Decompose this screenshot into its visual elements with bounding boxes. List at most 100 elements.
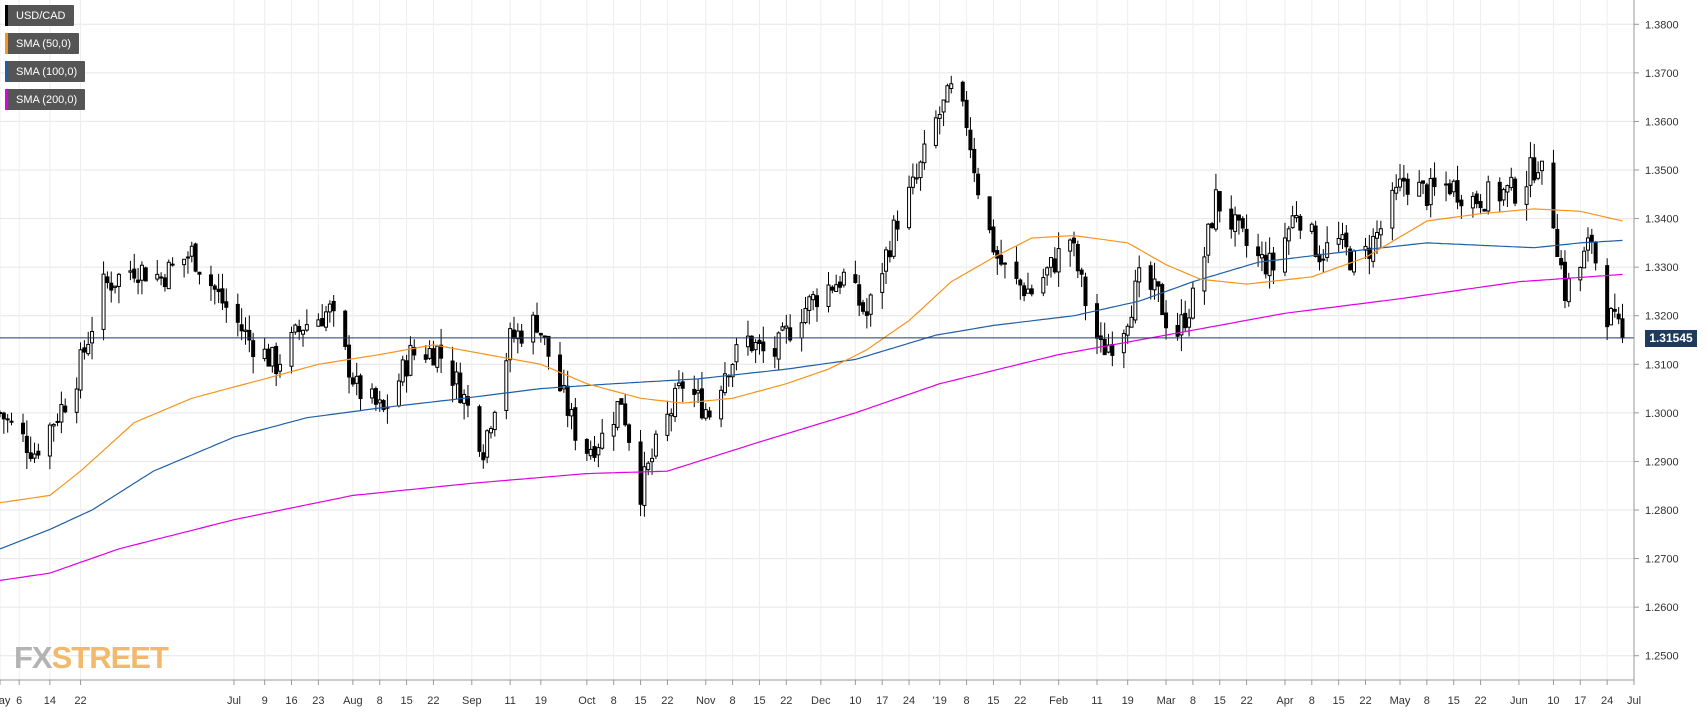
candle-body xyxy=(1336,237,1341,245)
candle-body xyxy=(1148,265,1153,290)
candle-body xyxy=(109,282,114,291)
y-tick-label: 1.2900 xyxy=(1645,456,1679,468)
candle-body xyxy=(343,310,348,347)
candle-body xyxy=(28,452,33,459)
candle-body xyxy=(1539,160,1544,172)
x-tick-label: May xyxy=(0,695,11,707)
sma50-line xyxy=(0,208,1623,504)
candle-body xyxy=(170,263,175,266)
x-tick-label: 6 xyxy=(16,695,22,707)
grid-lines xyxy=(0,0,1635,680)
candle-body xyxy=(197,271,202,275)
candle-body xyxy=(508,328,513,361)
candle-body xyxy=(676,382,681,387)
candle-body xyxy=(1025,288,1030,294)
candle-body xyxy=(1363,245,1368,251)
candle-body xyxy=(1447,183,1452,195)
legend-item-sma200[interactable]: SMA (200,0) xyxy=(5,89,86,110)
x-tick-label: Aug xyxy=(343,695,363,707)
candle-body xyxy=(504,360,509,412)
x-tick-label: 19 xyxy=(535,695,547,707)
candle-body xyxy=(9,420,14,423)
candle-body xyxy=(82,347,87,353)
legend-item-sma50[interactable]: SMA (50,0) xyxy=(5,33,80,54)
candle-body xyxy=(1620,318,1625,339)
candle-body xyxy=(937,113,942,119)
candle-body xyxy=(1470,195,1475,209)
candle-body xyxy=(600,432,605,449)
candle-body xyxy=(515,330,520,340)
sma100-line xyxy=(0,239,1623,550)
candle-body xyxy=(454,371,459,385)
candle-body xyxy=(239,324,244,332)
candle-body xyxy=(784,325,789,329)
candle-body xyxy=(51,423,56,427)
candle-body xyxy=(780,326,785,331)
candle-body xyxy=(891,219,896,257)
candle-body xyxy=(1018,279,1023,286)
candle-body xyxy=(788,327,793,341)
x-tick-label: 11 xyxy=(504,695,515,707)
candle-body xyxy=(642,466,647,506)
candle-body xyxy=(1233,214,1238,232)
candle-body xyxy=(1612,308,1617,312)
fxstreet-logo: FXSTREET xyxy=(14,640,169,676)
candle-body xyxy=(381,400,386,411)
candle-body xyxy=(113,285,118,288)
candle-body xyxy=(1286,228,1291,242)
candle-body xyxy=(439,344,444,359)
candle-body xyxy=(830,286,835,291)
candle-body xyxy=(24,435,29,454)
x-tick-label: 24 xyxy=(903,695,915,707)
candle-body xyxy=(1298,215,1303,231)
candle-body xyxy=(596,447,601,456)
candle-body xyxy=(907,186,912,229)
candle-body xyxy=(1179,314,1184,336)
candle-body xyxy=(1532,157,1537,181)
candle-body xyxy=(1562,261,1567,302)
candle-body xyxy=(1083,276,1088,307)
candle-body xyxy=(488,428,493,434)
candle-body xyxy=(185,256,190,259)
candle-body xyxy=(1497,181,1502,202)
x-tick-label: Apr xyxy=(1276,695,1293,707)
candles-layer xyxy=(0,75,1625,517)
logo-fx: FX xyxy=(14,640,53,675)
candle-body xyxy=(1551,162,1556,229)
candle-body xyxy=(615,401,620,428)
candle-body xyxy=(734,344,739,363)
candle-body xyxy=(623,403,628,426)
candle-body xyxy=(745,335,750,348)
candle-body xyxy=(1187,317,1192,328)
candle-body xyxy=(1394,186,1399,194)
candle-body xyxy=(627,424,632,443)
candle-body xyxy=(1505,185,1510,193)
candle-body xyxy=(216,288,221,293)
candle-body xyxy=(247,329,252,341)
legend-swatch-sma50 xyxy=(5,33,8,54)
candle-body xyxy=(1424,184,1429,207)
candle-body xyxy=(864,311,869,316)
candle-body xyxy=(1137,267,1142,283)
legend-item-sma100[interactable]: SMA (100,0) xyxy=(5,61,86,82)
candle-body xyxy=(1095,303,1100,339)
x-tick-label: 8 xyxy=(611,695,617,707)
candle-body xyxy=(1256,246,1261,257)
candle-body xyxy=(162,277,167,288)
candle-body xyxy=(1585,237,1590,251)
legend-item-price[interactable]: USD/CAD xyxy=(5,5,74,26)
x-tick-label: Oct xyxy=(578,695,595,707)
candle-body xyxy=(696,390,701,394)
legend-label-sma200: SMA (200,0) xyxy=(16,93,78,106)
candle-body xyxy=(1616,313,1621,320)
x-tick-label: '19 xyxy=(933,695,947,707)
candle-body xyxy=(964,99,969,129)
candle-body xyxy=(868,294,873,315)
candle-body xyxy=(1164,312,1169,329)
legend-label-sma100: SMA (100,0) xyxy=(16,65,78,78)
legend-swatch-sma100 xyxy=(5,61,8,82)
candle-body xyxy=(1294,214,1299,219)
candle-body xyxy=(262,348,267,360)
candle-body xyxy=(650,457,655,463)
